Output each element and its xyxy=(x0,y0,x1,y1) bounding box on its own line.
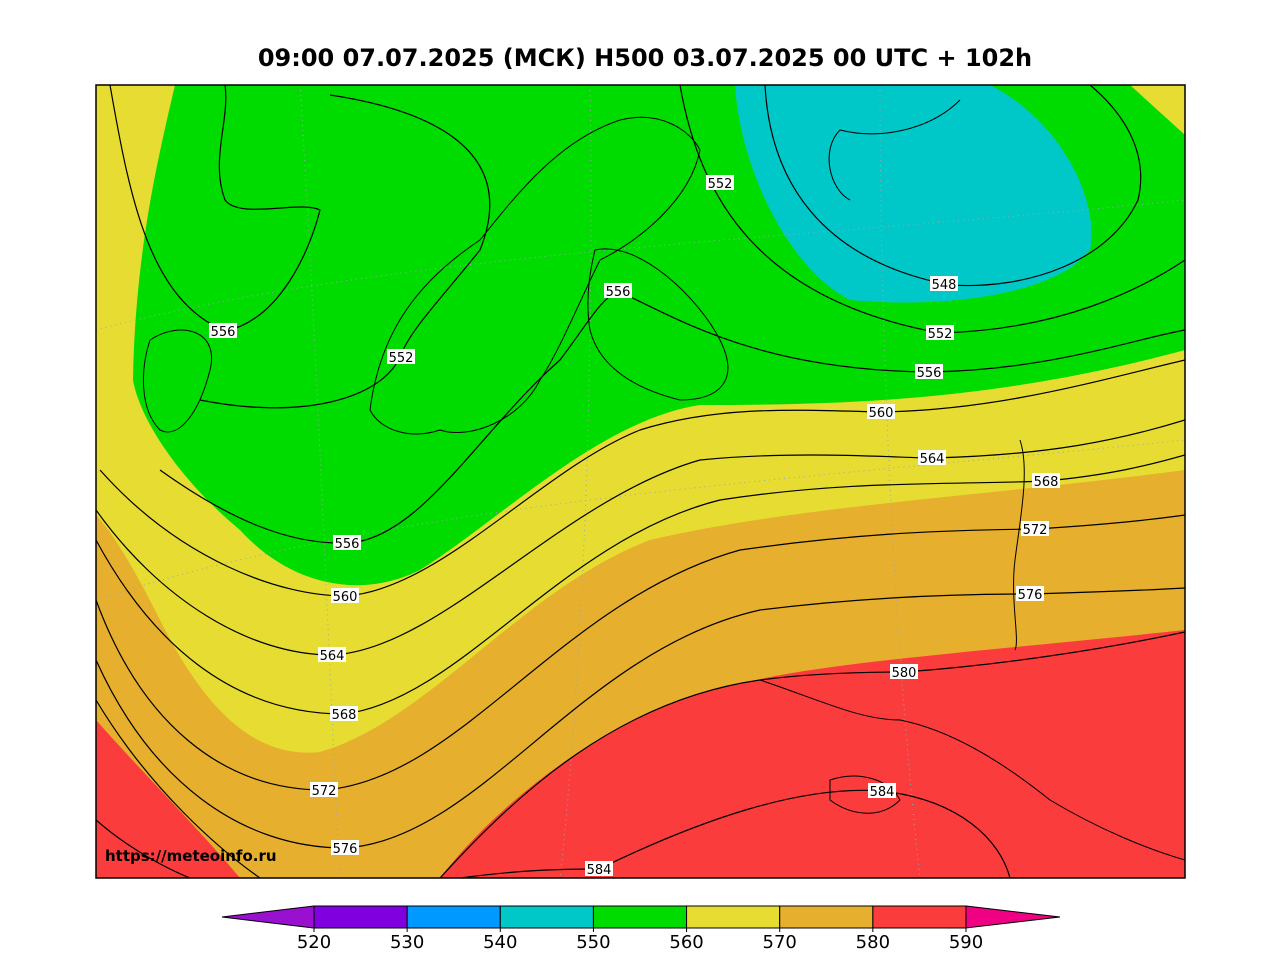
colorbar-segment xyxy=(592,905,688,929)
contour-label: 552 xyxy=(708,177,733,192)
contour-label-bg xyxy=(310,782,338,797)
contour-label: 564 xyxy=(920,452,945,467)
band-540-550 xyxy=(735,85,1092,303)
contour-label: 572 xyxy=(312,784,337,799)
contour-label-bg xyxy=(1021,521,1049,536)
contour-label-bg xyxy=(926,325,954,340)
map: https://meteoinfo.ru 552 556 556 552 548 552 5… xyxy=(95,84,1186,879)
contour-label: 580 xyxy=(892,666,917,681)
contour-label: 584 xyxy=(587,863,612,878)
colorbar-tick-label: 580 xyxy=(856,932,890,953)
contour-label-bg xyxy=(915,364,943,379)
contour-label-bg xyxy=(918,450,946,465)
contour-label: 572 xyxy=(1023,523,1048,538)
contour-label-bg xyxy=(318,647,346,662)
contours xyxy=(96,85,1185,878)
colorbar-tick-label: 560 xyxy=(669,932,703,953)
contour-label: 576 xyxy=(1018,588,1043,603)
contour-label-bg xyxy=(868,783,896,798)
colorbar-tick-label: 520 xyxy=(297,932,331,953)
contour-label: 568 xyxy=(332,708,357,723)
contour-label-bg xyxy=(890,664,918,679)
colorbar: 520 530 540 550 560 570 580 590 xyxy=(221,905,1061,953)
contour-label-bg xyxy=(330,706,358,721)
contour-label-bg xyxy=(331,588,359,603)
map-frame xyxy=(95,84,1186,879)
contour-label: 560 xyxy=(869,406,894,421)
contour-label-bg xyxy=(1032,473,1060,488)
contour-label: 584 xyxy=(870,785,895,800)
colorbar-tick-label: 570 xyxy=(763,932,797,953)
contour-label-bg xyxy=(209,323,237,338)
contour-label-bg xyxy=(930,276,958,291)
colorbar-segment xyxy=(406,905,501,929)
contour-label: 556 xyxy=(917,366,942,381)
contour-label-bg xyxy=(585,861,613,876)
colorbar-extend-low xyxy=(221,905,315,929)
contour-label: 556 xyxy=(211,325,236,340)
contour-label-bg xyxy=(706,175,734,190)
contour-label-bg xyxy=(1016,586,1044,601)
colorbar-tick-label: 590 xyxy=(949,932,983,953)
colorbar-tick-label: 550 xyxy=(576,932,610,953)
colorbar-tick-label: 540 xyxy=(483,932,517,953)
contour-label-bg xyxy=(387,349,415,364)
contour-label: 560 xyxy=(333,590,358,605)
source-url: https://meteoinfo.ru xyxy=(105,847,277,865)
contour-label: 564 xyxy=(320,649,345,664)
colorbar-segment xyxy=(872,905,967,929)
colorbar-tick-label: 530 xyxy=(390,932,424,953)
contour-label-bg xyxy=(604,283,632,298)
contour-label: 556 xyxy=(335,537,360,552)
contour-label: 556 xyxy=(606,285,631,300)
contour-label: 576 xyxy=(333,842,358,857)
colorbar-segment xyxy=(686,905,781,929)
colorbar-extend-high xyxy=(965,905,1061,929)
graticule xyxy=(96,85,1185,878)
colorbar-segment xyxy=(313,905,408,929)
contour-label: 548 xyxy=(932,278,957,293)
contour-label-bg xyxy=(331,840,359,855)
contour-label: 552 xyxy=(928,327,953,342)
colorbar-segment xyxy=(779,905,874,929)
coastlines xyxy=(142,99,1185,861)
contour-label-bg xyxy=(867,404,895,419)
contour-label-bg xyxy=(333,535,361,550)
contour-label: 568 xyxy=(1034,475,1059,490)
contour-label: 552 xyxy=(389,351,414,366)
map-title: 09:00 07.07.2025 (МСК) H500 03.07.2025 0… xyxy=(258,44,1032,72)
colorbar-segment xyxy=(499,905,594,929)
